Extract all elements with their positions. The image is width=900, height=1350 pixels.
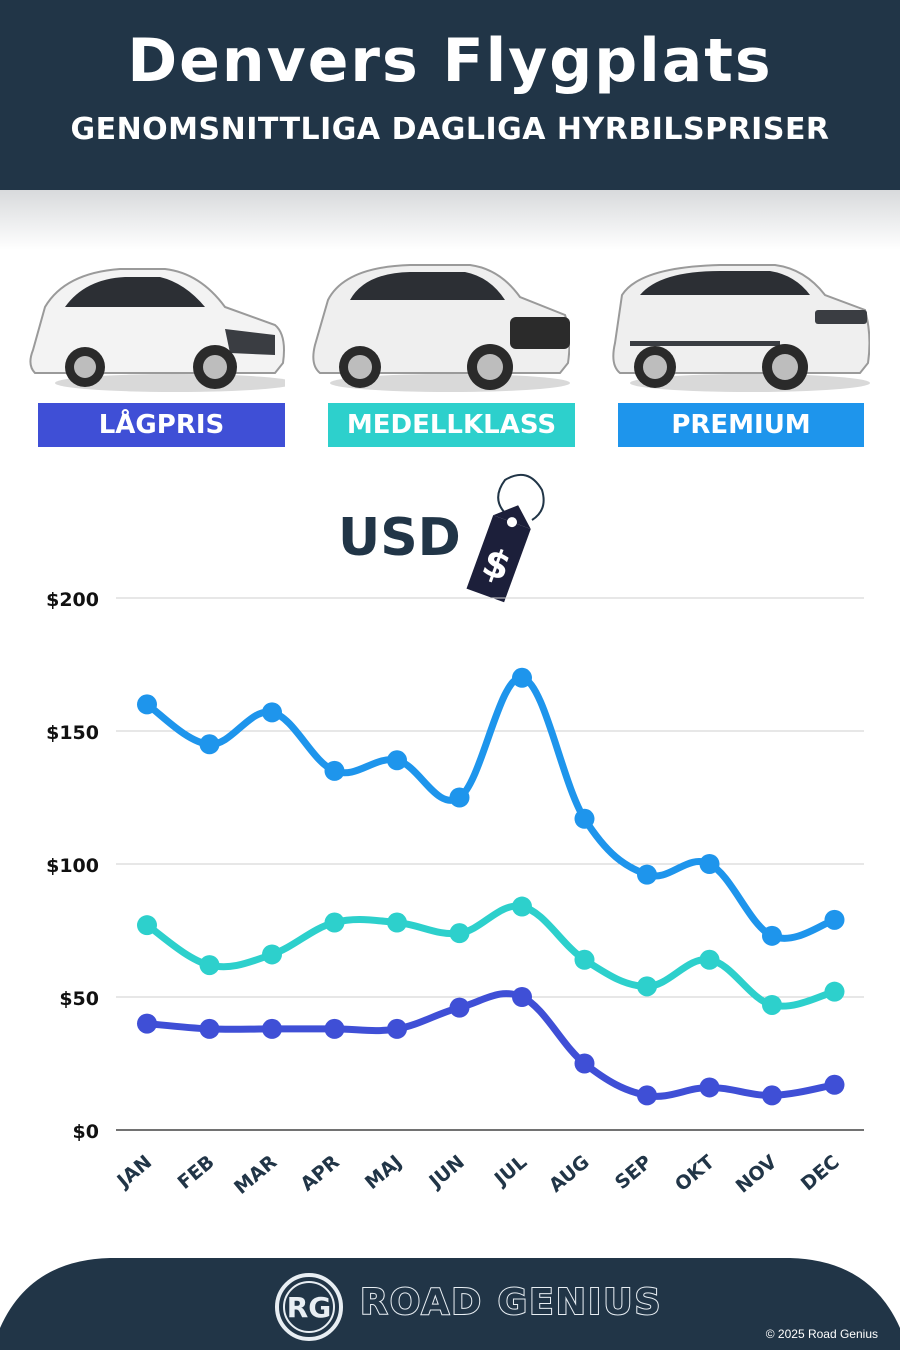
y-tick-label: $100: [46, 855, 99, 877]
brand-name: ROAD GENIUS: [359, 1281, 663, 1324]
data-point: [824, 909, 845, 930]
data-point: [137, 915, 157, 936]
currency-label: USD: [338, 508, 461, 568]
data-point: [199, 734, 220, 755]
data-point: [324, 912, 345, 933]
category-label-economy: LÅGPRIS: [38, 403, 285, 447]
data-point: [387, 912, 407, 933]
data-point: [199, 955, 220, 976]
data-point: [324, 1018, 345, 1039]
data-point: [199, 1018, 220, 1039]
data-point: [262, 1018, 282, 1039]
footer-shape: [0, 1258, 900, 1350]
data-point: [512, 667, 532, 688]
series-line: [143, 902, 838, 1010]
series-line: [143, 674, 838, 942]
category-label-midsize: MEDELLKLASS: [328, 403, 575, 447]
data-point: [262, 702, 282, 723]
data-point: [387, 1018, 407, 1039]
data-point: [699, 949, 720, 970]
copyright-text: © 2025 Road Genius: [765, 1327, 878, 1341]
y-tick-label: $200: [46, 589, 99, 611]
x-tick-label: JUL: [489, 1151, 531, 1191]
data-point: [262, 944, 282, 965]
data-point: [762, 994, 782, 1015]
series-line: [143, 990, 838, 1100]
x-tick-label: AUG: [545, 1151, 594, 1197]
data-point: [574, 1053, 595, 1074]
premium-car-image: [612, 264, 870, 392]
y-tick-label: $0: [73, 1121, 99, 1143]
x-tick-label: NOV: [732, 1151, 782, 1198]
x-tick-label: FEB: [174, 1151, 219, 1194]
data-point: [324, 760, 345, 781]
data-point: [574, 949, 595, 970]
data-point: [387, 750, 407, 771]
data-point: [637, 976, 657, 997]
data-point: [637, 864, 657, 885]
data-point: [137, 1013, 157, 1034]
data-point: [137, 694, 157, 715]
data-point: [699, 1077, 720, 1098]
header-fade: [0, 190, 900, 250]
data-point: [449, 787, 470, 808]
y-tick-label: $50: [59, 988, 99, 1010]
x-tick-label: OKT: [671, 1151, 719, 1196]
data-point: [449, 923, 470, 944]
y-tick-label: $150: [46, 722, 99, 744]
x-tick-label: MAR: [230, 1151, 281, 1199]
category-label-premium: PREMIUM: [618, 403, 864, 447]
price-line-chart: $200 $150 $100 $50 $0 JAN FEB MAR APR MAJ JUN JUL AU…: [46, 589, 864, 1199]
price-tag-icon: $: [466, 473, 545, 603]
footer-band: [0, 1258, 900, 1350]
x-tick-label: MAJ: [361, 1151, 406, 1194]
x-tick-label: DEC: [797, 1151, 844, 1195]
data-point: [824, 1074, 845, 1095]
logo-text: RG: [287, 1291, 332, 1324]
data-point: [762, 925, 782, 946]
x-tick-label: JAN: [112, 1151, 157, 1193]
data-point: [762, 1085, 782, 1106]
page-subtitle: GENOMSNITTLIGA DAGLIGA HYRBILSPRISER: [70, 112, 830, 147]
x-tick-label: SEP: [611, 1151, 656, 1194]
header-banner: Denvers Flygplats GENOMSNITTLIGA DAGLIGA…: [0, 0, 900, 190]
data-point: [512, 896, 532, 917]
economy-car-image: [29, 268, 285, 392]
x-tick-label: JUN: [424, 1151, 469, 1194]
page-title: Denvers Flygplats: [127, 26, 773, 96]
data-point: [637, 1085, 657, 1106]
midsize-car-image: [312, 264, 570, 392]
road-genius-logo: RG: [275, 1273, 343, 1341]
data-point: [574, 808, 595, 829]
data-point: [699, 854, 720, 874]
data-point: [512, 987, 532, 1007]
data-point: [824, 981, 845, 1002]
x-tick-label: APR: [296, 1151, 344, 1196]
data-point: [449, 997, 470, 1018]
